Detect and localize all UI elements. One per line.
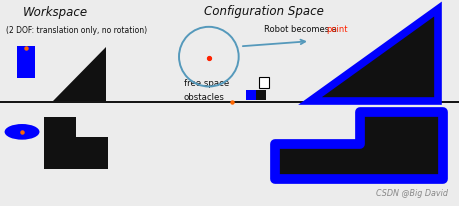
Circle shape — [5, 124, 39, 140]
Bar — [256, 90, 266, 100]
Text: point: point — [326, 25, 347, 34]
Polygon shape — [275, 112, 443, 179]
Polygon shape — [53, 47, 106, 101]
Bar — [259, 77, 269, 88]
Polygon shape — [310, 9, 438, 101]
Text: (2 DOF: translation only, no rotation): (2 DOF: translation only, no rotation) — [6, 26, 146, 35]
Text: CSDN @Big David: CSDN @Big David — [375, 189, 448, 198]
Text: Workspace: Workspace — [22, 6, 88, 19]
Text: obstacles: obstacles — [184, 93, 224, 102]
Polygon shape — [44, 117, 108, 169]
Bar — [17, 46, 35, 78]
Text: free space: free space — [184, 79, 229, 88]
Bar — [246, 90, 256, 100]
Text: Robot becomes a: Robot becomes a — [264, 25, 339, 34]
Text: Configuration Space: Configuration Space — [204, 5, 324, 18]
